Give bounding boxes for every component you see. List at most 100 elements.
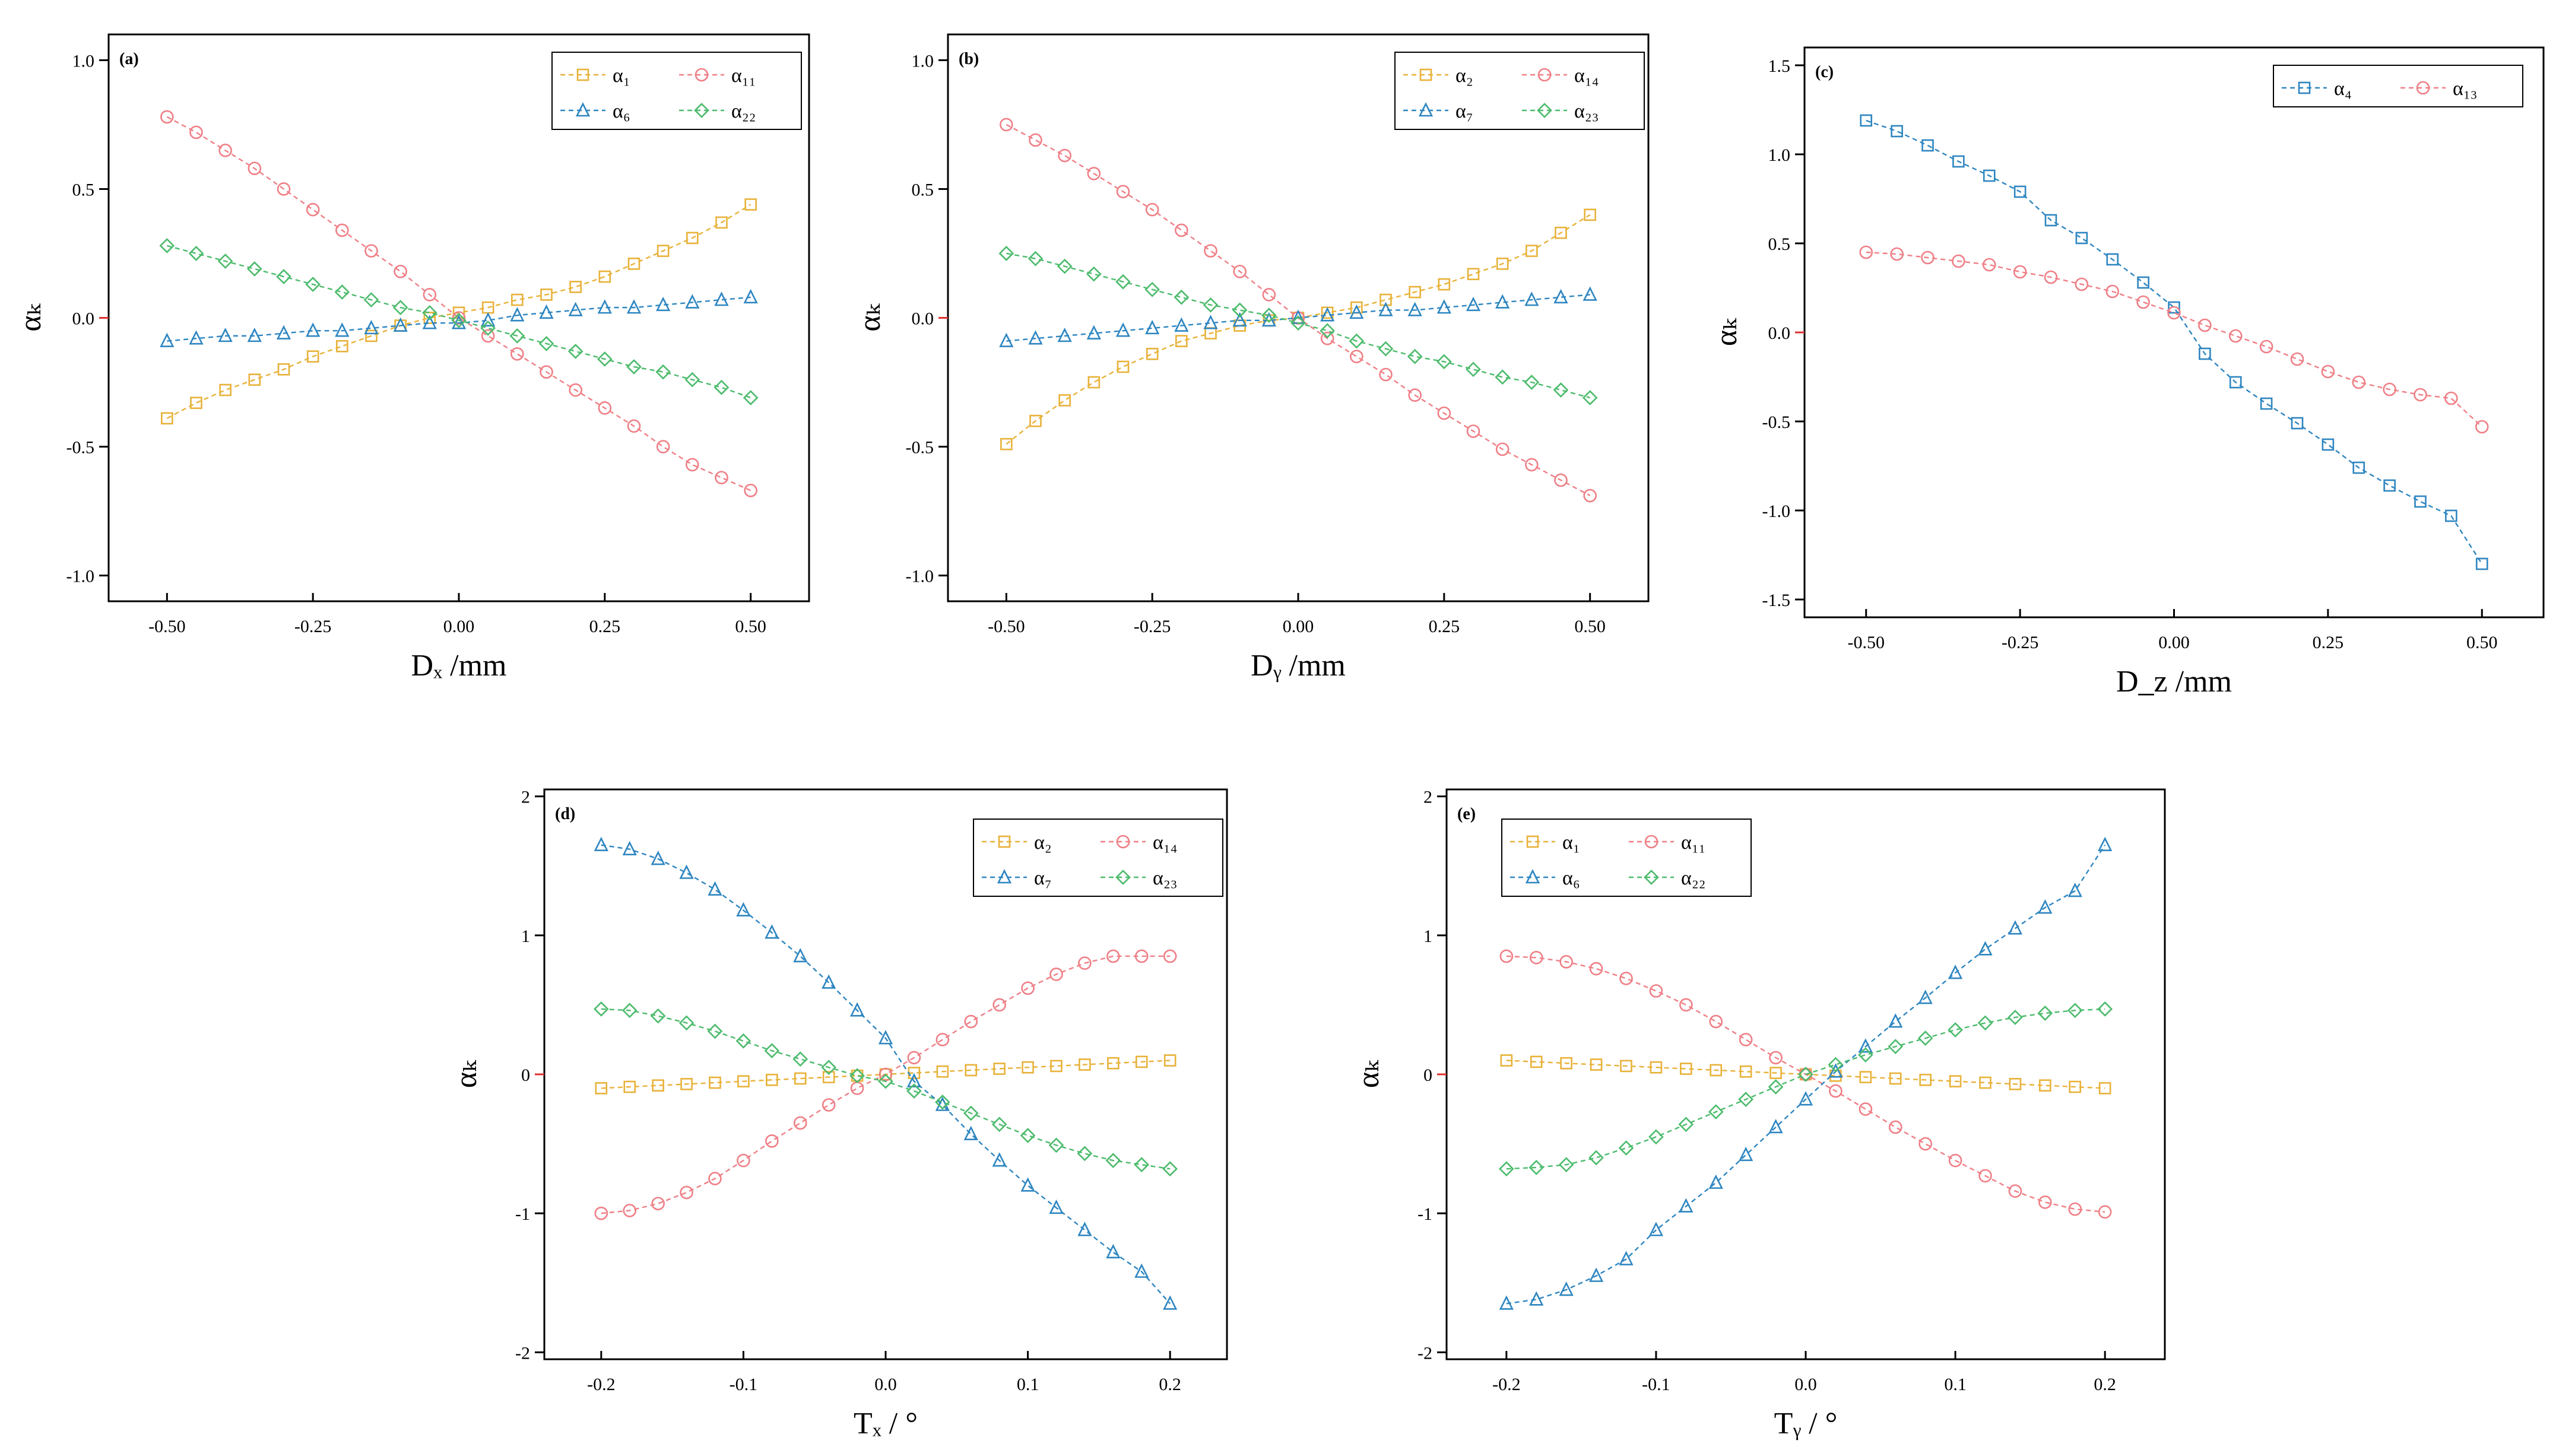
data-point xyxy=(1524,291,1539,306)
data-point xyxy=(1086,266,1102,282)
data-point xyxy=(1948,1022,1963,1038)
data-point xyxy=(364,244,378,258)
data-point xyxy=(1769,1051,1783,1065)
data-point xyxy=(1979,1076,1991,1089)
data-point xyxy=(650,1008,666,1024)
legend-marker xyxy=(1644,870,1659,885)
data-point xyxy=(1529,951,1543,965)
data-point xyxy=(1921,139,1934,152)
data-point xyxy=(1891,125,1903,138)
data-point xyxy=(1086,325,1101,340)
series-line xyxy=(601,844,1171,1305)
data-point xyxy=(794,1072,807,1085)
data-point xyxy=(821,1060,837,1076)
data-point xyxy=(2136,295,2150,309)
data-point xyxy=(2414,495,2427,508)
data-point xyxy=(2352,461,2365,474)
data-point xyxy=(1349,333,1365,349)
legend-label: α₂₃ xyxy=(1153,867,1178,889)
data-point xyxy=(1739,1146,1753,1162)
series-line xyxy=(1506,845,2106,1305)
data-point xyxy=(1349,304,1364,319)
data-point xyxy=(1559,955,1573,969)
legend-label: α₁₄ xyxy=(1574,65,1599,87)
data-point xyxy=(481,312,496,327)
x-tick-label: 0.00 xyxy=(443,617,475,636)
data-point xyxy=(1649,984,1663,998)
data-point xyxy=(540,288,553,301)
y-tick-label: 0.0 xyxy=(1768,323,1791,343)
data-point xyxy=(737,1075,750,1088)
legend-marker xyxy=(1418,102,1434,117)
data-point xyxy=(655,364,671,380)
chart-panel-e: (e) -0.2 -0.1 0.0 0.1 0.2 -2 -1 0 1 2 Tᵧ / ° αₖ α₁ α₁₁… xyxy=(1352,788,2166,1441)
y-tick-label: -1 xyxy=(515,1204,530,1224)
data-point xyxy=(1028,250,1044,267)
data-point xyxy=(1000,118,1013,132)
data-point xyxy=(878,1073,893,1089)
data-point xyxy=(161,412,173,425)
data-point xyxy=(1590,1058,1603,1071)
data-point xyxy=(1115,274,1131,290)
data-point xyxy=(1978,941,1993,956)
data-point xyxy=(849,1002,865,1017)
data-point xyxy=(1588,1150,1604,1166)
data-point xyxy=(1619,1251,1634,1265)
data-point xyxy=(189,125,203,139)
y-tick-label: 1.0 xyxy=(1768,145,1791,165)
y-tick-label: 1 xyxy=(521,927,530,946)
data-point xyxy=(1525,458,1539,472)
data-point xyxy=(2106,253,2119,266)
data-point xyxy=(1918,1137,1932,1151)
data-point xyxy=(1105,1153,1121,1169)
data-point xyxy=(365,329,378,342)
y-axis-label: αₖ xyxy=(1710,318,1743,346)
data-point xyxy=(1203,297,1219,313)
data-point xyxy=(851,1070,864,1082)
data-point xyxy=(1524,375,1540,390)
data-point xyxy=(743,288,758,304)
data-point xyxy=(1679,998,1693,1012)
data-point xyxy=(1107,1057,1120,1070)
data-point xyxy=(765,1134,779,1148)
x-tick-label: -0.2 xyxy=(587,1375,616,1394)
data-point xyxy=(1175,335,1188,347)
data-point xyxy=(1020,1128,1036,1143)
legend-label: α₂ xyxy=(1034,832,1052,854)
legend-label: α₁₁ xyxy=(1681,832,1706,854)
data-point xyxy=(1495,369,1511,385)
data-point xyxy=(1203,315,1218,329)
data-point xyxy=(1619,972,1633,985)
series-line xyxy=(167,296,751,342)
data-point xyxy=(1057,258,1073,274)
panel-label: (b) xyxy=(959,50,979,68)
series-line xyxy=(166,116,751,491)
data-point xyxy=(2068,1202,2082,1216)
data-point xyxy=(2414,388,2427,402)
data-point xyxy=(1436,299,1451,314)
data-point xyxy=(1049,968,1063,981)
data-point xyxy=(480,321,496,336)
series-line xyxy=(601,1008,1171,1170)
data-point xyxy=(2044,214,2057,227)
series-a-0 xyxy=(161,198,757,425)
y-tick-label: 1.5 xyxy=(1768,56,1791,76)
data-point xyxy=(1582,390,1598,405)
data-point xyxy=(538,336,554,351)
data-point xyxy=(2198,318,2212,332)
data-point xyxy=(2167,306,2181,320)
data-point xyxy=(680,1078,693,1090)
data-point xyxy=(686,231,699,245)
x-tick-label: 0.50 xyxy=(1574,617,1606,636)
data-point xyxy=(965,1064,978,1077)
data-point xyxy=(248,373,261,386)
data-point xyxy=(1058,148,1071,163)
data-point xyxy=(1320,323,1336,339)
chart-panel-b: (b) -0.50 -0.25 0.00 0.25 0.50 -1.0 -0.5 0.0 0.5 1… xyxy=(853,33,1650,683)
data-point xyxy=(1438,278,1451,291)
data-point xyxy=(1106,1244,1121,1259)
data-point xyxy=(2097,1001,2113,1017)
data-point xyxy=(1529,1291,1544,1306)
